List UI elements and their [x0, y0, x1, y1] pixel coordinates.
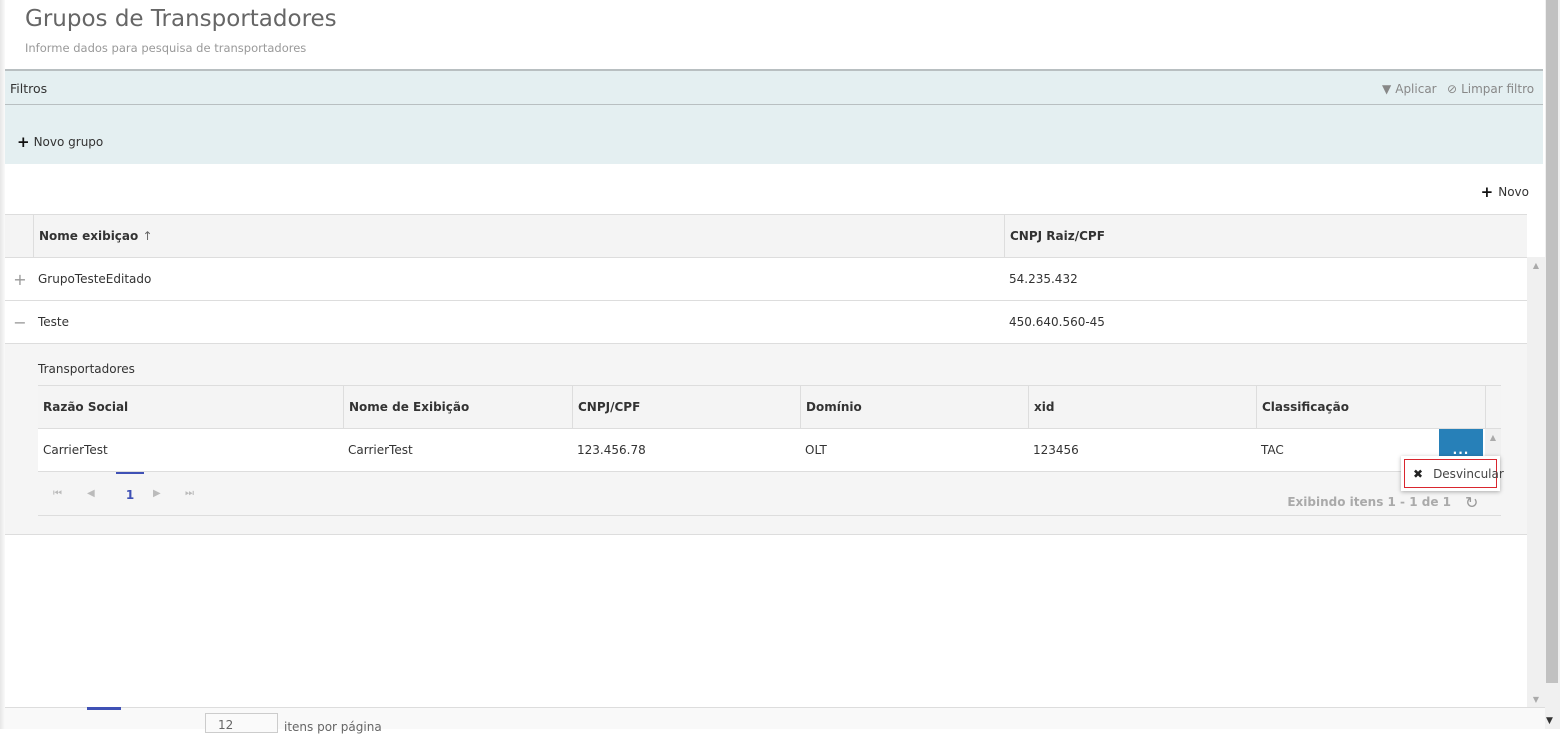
classification: TAC [1261, 443, 1284, 457]
carriers-grid: Razão Social Nome de Exibição CNPJ/CPF D… [38, 385, 1501, 516]
filters-label: Filtros [10, 81, 48, 96]
new-group-label: Novo grupo [33, 135, 104, 149]
current-page-indicator [87, 707, 121, 710]
new-button[interactable]: + Novo [1481, 183, 1529, 201]
group-cnpj: 54.235.432 [1009, 272, 1078, 286]
unlink-label: Desvincular [1433, 466, 1504, 481]
cnpj: 123.456.78 [577, 443, 646, 457]
xid: 123456 [1033, 443, 1079, 457]
scroll-down-icon[interactable]: ▼ [1532, 695, 1540, 704]
group-name: GrupoTesteEditado [38, 272, 152, 286]
scroll-up-icon[interactable]: ▲ [1532, 261, 1540, 270]
page-scroll-down-icon[interactable]: ▼ [1546, 716, 1553, 726]
next-page-icon[interactable]: ▶ [153, 488, 161, 499]
unlink-menu-item[interactable]: ✖ Desvincular [1404, 459, 1504, 488]
column-header[interactable]: CNPJ/CPF [572, 386, 800, 428]
column-header-name[interactable]: Nome exibiçao ↑ [33, 215, 1004, 257]
first-page-icon[interactable]: ⏮ [53, 488, 62, 499]
new-group-button[interactable]: + Novo grupo [17, 133, 103, 151]
display-name: CarrierTest [348, 443, 413, 457]
column-header[interactable]: Domínio [800, 386, 1028, 428]
detail-row: Transportadores Razão Social Nome de Exi… [5, 344, 1527, 535]
pager-summary: Exibindo itens 1 - 1 de 1 [1287, 495, 1451, 509]
filter-header: Filtros ▼ Aplicar ⊘ Limpar filtro [5, 71, 1543, 105]
detail-title: Transportadores [38, 362, 135, 376]
page-subtitle: Informe dados para pesquisa de transport… [25, 41, 307, 55]
carriers-header: Razão Social Nome de Exibição CNPJ/CPF D… [38, 386, 1501, 429]
groups-grid: Nome exibiçao ↑ CNPJ Raiz/CPF + GrupoTes… [5, 214, 1527, 535]
ban-icon: ⊘ [1447, 82, 1458, 96]
column-header[interactable]: Razão Social [43, 400, 129, 414]
filter-icon: ▼ [1382, 82, 1392, 96]
grid-header: Nome exibiçao ↑ CNPJ Raiz/CPF [5, 214, 1527, 258]
plus-icon: + [17, 133, 30, 151]
domain: OLT [805, 443, 827, 457]
expand-header [5, 215, 33, 257]
last-page-icon[interactable]: ⏭ [185, 488, 194, 499]
column-header[interactable]: Classificação [1256, 386, 1485, 428]
pager: ⏮ ◀ 1 ▶ ⏭ Exibindo itens 1 - 1 de 1 ↻ [38, 472, 1501, 516]
per-page-label: itens por página [284, 720, 382, 734]
page-1[interactable]: 1 [116, 472, 144, 502]
actions-menu: ✖ Desvincular [1401, 456, 1504, 491]
column-header[interactable]: xid [1028, 386, 1256, 428]
prev-page-icon[interactable]: ◀ [87, 488, 95, 499]
page-title: Grupos de Transportadores [25, 6, 337, 32]
filter-panel: Filtros ▼ Aplicar ⊘ Limpar filtro + Novo gr… [5, 69, 1543, 164]
table-row: − Teste 450.640.560-45 [5, 301, 1527, 344]
header-label: Nome exibiçao [39, 229, 139, 243]
apply-button[interactable]: ▼ Aplicar [1382, 82, 1437, 96]
clear-filter-button[interactable]: ⊘ Limpar filtro [1447, 82, 1534, 96]
page-scrollbar-thumb[interactable] [1546, 0, 1558, 683]
apply-label: Aplicar [1395, 82, 1437, 96]
close-icon: ✖ [1413, 466, 1424, 481]
column-header-cnpj[interactable]: CNPJ Raiz/CPF [1004, 215, 1526, 257]
page-size-select[interactable]: 12 [205, 713, 278, 733]
group-cnpj: 450.640.560-45 [1009, 315, 1105, 329]
new-label: Novo [1498, 185, 1529, 199]
scroll-header [1485, 386, 1501, 428]
page-edge [0, 0, 5, 729]
plus-icon: + [1480, 183, 1494, 201]
table-row: + GrupoTesteEditado 54.235.432 [5, 258, 1527, 301]
column-header[interactable]: Nome de Exibição [343, 386, 572, 428]
footer-pager [5, 707, 1545, 729]
sort-asc-icon: ↑ [142, 229, 153, 243]
grid-scrollbar[interactable]: ▲ ▼ [1527, 257, 1545, 707]
collapse-icon[interactable]: − [13, 312, 27, 332]
expand-icon[interactable]: + [13, 269, 27, 289]
clear-label: Limpar filtro [1461, 82, 1535, 96]
refresh-icon[interactable]: ↻ [1465, 493, 1479, 512]
group-name: Teste [38, 315, 70, 329]
razao-social: CarrierTest [43, 443, 108, 457]
table-row: CarrierTest CarrierTest 123.456.78 OLT 1… [38, 429, 1501, 472]
